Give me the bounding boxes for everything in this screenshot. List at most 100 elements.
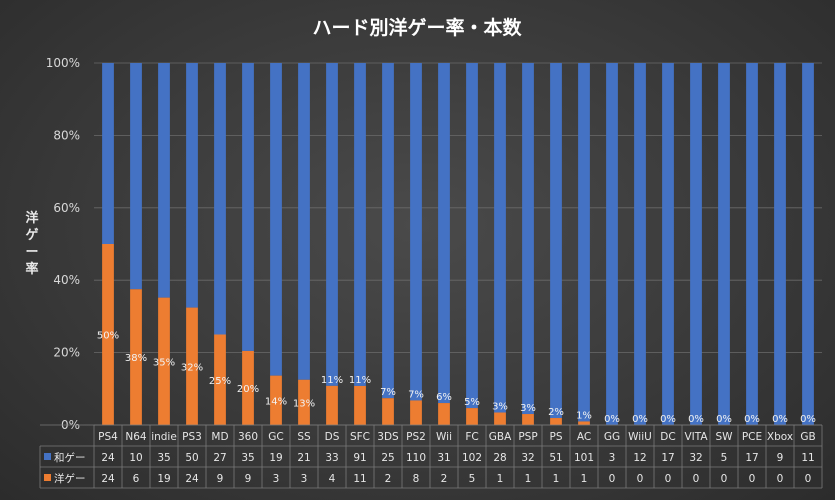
data-labels: 50% 38% 35% 32% 25% 20% 14% 13% 11% 11% 7% 7% 6% 5% 3%… [97, 331, 816, 426]
bar-yoge-PS3 [186, 307, 198, 425]
table-cell: 101 [574, 452, 594, 464]
data-label: 20% [237, 384, 259, 395]
category-label: PS3 [182, 431, 202, 443]
category-label: WiiU [628, 431, 652, 443]
table-cell: 5 [721, 452, 728, 464]
bar-wage-360 [242, 63, 254, 351]
legend-swatch [44, 474, 51, 481]
category-label: GBA [489, 431, 512, 443]
category-label: Xbox [767, 431, 793, 443]
data-label: 6% [436, 392, 452, 403]
category-label: FC [465, 431, 478, 443]
y-axis-label-char: 率 [25, 261, 38, 277]
bar-wage-FC [466, 63, 478, 409]
table-cell: 102 [462, 452, 482, 464]
bar-yoge-SS [298, 379, 310, 425]
table-cell: 0 [637, 473, 644, 485]
table-cell: 110 [406, 452, 426, 464]
bar-wage-PS2 [410, 63, 422, 401]
bar-wage-SW [718, 63, 730, 425]
category-label: SW [715, 431, 733, 443]
y-tick-label: 60% [53, 201, 80, 215]
bar-wage-PSP [522, 63, 534, 415]
table-cell: 4 [329, 473, 336, 485]
table-cell: 24 [101, 473, 115, 485]
category-label: indie [151, 431, 177, 443]
bar-wage-Xbox [774, 63, 786, 425]
category-label: VITA [684, 431, 708, 443]
table-cell: 35 [157, 452, 170, 464]
data-label: 38% [125, 353, 147, 364]
bar-yoge-SFC [354, 385, 366, 425]
table-cell: 5 [469, 473, 476, 485]
bar-yoge-Wii [438, 403, 450, 425]
bar-yoge-GBA [494, 412, 506, 425]
y-axis-ticks: 0%20%40%60%80%100% [46, 56, 80, 432]
table-cell: 0 [693, 473, 700, 485]
table-cell: 32 [689, 452, 702, 464]
table-cell: 12 [633, 452, 646, 464]
category-label: GC [268, 431, 283, 443]
table-cell: 2 [385, 473, 392, 485]
category-label: N64 [125, 431, 147, 443]
bar-wage-WiiU [634, 63, 646, 425]
table-cell: 24 [101, 452, 115, 464]
category-label: DC [660, 431, 675, 443]
table-cell: 28 [493, 452, 506, 464]
data-label: 50% [97, 331, 119, 342]
table-cell: 0 [609, 473, 616, 485]
table-cell: 2 [441, 473, 448, 485]
data-label: 7% [408, 389, 424, 400]
bar-wage-DS [326, 63, 338, 386]
bar-yoge-3DS [382, 398, 394, 425]
bar-yoge-AC [578, 421, 590, 425]
data-label: 0% [716, 414, 732, 425]
category-label: SS [297, 431, 311, 443]
bar-wage-VITA [690, 63, 702, 425]
table-cell: 9 [217, 473, 224, 485]
data-label: 11% [321, 375, 343, 386]
data-label: 11% [349, 375, 371, 386]
data-label: 0% [632, 414, 648, 425]
data-table: PS4 N64 indie PS3 MD 360 GC SS DS SFC 3DS PS2 Wii FC G… [39, 424, 823, 489]
legend-entry: 和ゲー [54, 452, 86, 464]
bar-wage-N64 [130, 63, 142, 290]
bar-wage-PCE [746, 63, 758, 425]
table-cell: 1 [497, 473, 504, 485]
bar-yoge-MD [214, 334, 226, 425]
bar-yoge-PSP [522, 414, 534, 425]
table-cell: 0 [805, 473, 812, 485]
table-cell: 1 [581, 473, 588, 485]
category-label: 360 [238, 431, 258, 443]
table-cell: 9 [245, 473, 252, 485]
data-label: 13% [293, 398, 315, 409]
table-cell: 21 [297, 452, 310, 464]
bar-wage-SFC [354, 63, 366, 386]
table-cell: 91 [353, 452, 366, 464]
bar-yoge-indie [158, 297, 170, 425]
y-tick-label: 20% [53, 346, 80, 360]
bar-wage-DC [662, 63, 674, 425]
data-label: 35% [153, 357, 175, 368]
category-label: PS4 [98, 431, 118, 443]
gridlines [94, 62, 822, 426]
table-cell: 11 [801, 452, 814, 464]
bar-wage-3DS [382, 63, 394, 399]
category-label: AC [577, 431, 591, 443]
data-label: 7% [380, 387, 396, 398]
data-label: 0% [688, 414, 704, 425]
bar-yoge-GC [270, 375, 282, 425]
category-label: GB [800, 431, 815, 443]
data-label: 5% [464, 397, 480, 408]
bar-wage-AC [578, 63, 590, 422]
category-label: Wii [436, 431, 452, 443]
table-cell: 24 [185, 473, 199, 485]
bar-yoge-FC [466, 408, 478, 425]
category-label: GG [604, 431, 620, 443]
category-label: DS [325, 431, 340, 443]
table-cell: 8 [413, 473, 420, 485]
y-axis-label: 洋ゲー率 [25, 210, 38, 277]
table-cell: 17 [661, 452, 674, 464]
